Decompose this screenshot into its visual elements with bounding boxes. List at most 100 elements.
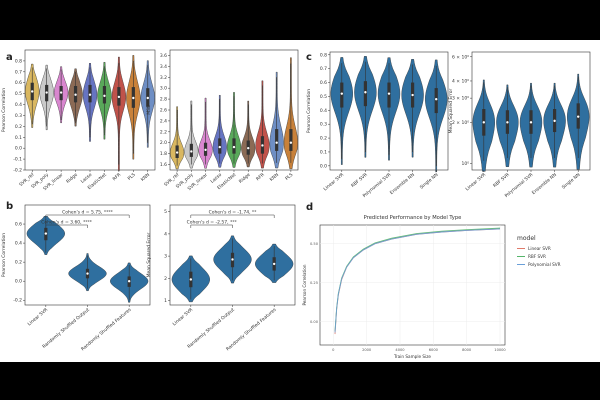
y-axis-label-d: Pearson Correlation <box>302 264 307 305</box>
violin-box-a_right-8 <box>289 129 293 151</box>
violin-median-b_left-2 <box>127 279 131 283</box>
violin-median-a_left-2 <box>59 91 63 94</box>
significance-bracket-outer-b_left <box>45 214 130 218</box>
y-tick-label-b_left: 0.2 <box>15 260 22 266</box>
violin-median-c_left-1 <box>364 91 367 94</box>
x-tick-label-d: 2000 <box>362 348 372 352</box>
legend-label-2: Polynomial SVR <box>528 262 561 267</box>
x-tick-label-a_right-6: RFR <box>255 172 266 182</box>
significance-bracket-inner-b_left <box>45 224 88 228</box>
y-axis-label-a_left: Pearson Correlation <box>1 88 7 132</box>
violin-median-a_right-2 <box>204 148 207 152</box>
panel-label-d: d <box>306 202 313 213</box>
y-tick-label-c_right: 2 × 10⁰ <box>452 120 469 126</box>
y-axis-label-a_right: MSE <box>146 105 152 115</box>
axes-c_left: 0.0 0.1 0.2 0.3 0.4 0.5 0.6 0.7 0.8 Pearson Corre… <box>306 51 449 199</box>
violin-median-a_right-6 <box>261 144 264 147</box>
y-tick-label-a_left: 0.1 <box>15 135 22 141</box>
y-tick-label-a_left: 0.4 <box>15 102 22 108</box>
chart-title-d: Predicted Performance by Model Type <box>364 215 462 221</box>
y-tick-label-b_right: 3 <box>164 254 167 260</box>
violin-median-a_left-8 <box>146 96 149 100</box>
y-tick-label-c_right: 4 × 10⁰ <box>452 78 469 84</box>
violin-median-a_left-5 <box>103 94 106 98</box>
y-tick-label-a_right: 2.0 <box>160 140 167 146</box>
legend-title-d: model <box>517 235 536 242</box>
y-tick-label-a_right: 2.4 <box>160 118 167 124</box>
x-tick-label-d: 6000 <box>429 348 439 352</box>
y-tick-label-a_left: 0.3 <box>15 113 22 119</box>
y-tick-label-c_right: 3 × 10⁰ <box>452 96 469 102</box>
y-tick-label-a_right: 2.8 <box>160 97 167 103</box>
y-tick-label-c_left: 0.0 <box>320 163 327 169</box>
y-tick-label-d: 0.50 <box>310 242 319 246</box>
violin-median-c_left-2 <box>387 92 391 95</box>
violin-median-c_left-0 <box>340 92 343 95</box>
violin-median-c_right-1 <box>506 121 509 124</box>
y-tick-label-c_left: 0.8 <box>320 52 327 58</box>
y-tick-label-a_right: 3.0 <box>160 86 167 92</box>
y-tick-label-b_left: 0.6 <box>15 222 22 228</box>
y-tick-label-a_right: 3.6 <box>160 53 167 59</box>
y-tick-label-b_right: 2 <box>164 276 167 282</box>
axes-a_left: -0.2 -0.1 0.0 0.1 0.2 0.3 0.4 0.5 0.6 0.7 0.8 Pears… <box>1 49 156 192</box>
y-tick-label-c_left: 0.2 <box>320 136 327 142</box>
violin-median-a_left-3 <box>74 93 77 96</box>
violin-median-a_right-8 <box>289 141 293 144</box>
significance-label-outer-b_right: Cohen's d = -1.74, ** <box>209 210 258 216</box>
legend-label-0: Linear SVR <box>528 246 551 251</box>
y-tick-label-a_right: 1.6 <box>160 162 167 168</box>
violin-median-a_right-1 <box>190 150 193 153</box>
y-axis-label-b_left: Pearson Correlation <box>1 233 7 277</box>
y-tick-label-a_right: 3.4 <box>160 64 167 70</box>
panel-label-b: b <box>6 201 13 212</box>
violin-median-c_left-3 <box>411 93 414 97</box>
y-tick-label-a_left: 0.5 <box>15 91 22 97</box>
x-tick-label-d: 8000 <box>462 348 472 352</box>
significance-label-inner-b_left: Cohen's d = 3.60, **** <box>41 220 92 226</box>
violin-median-b_left-0 <box>44 232 48 235</box>
violin-median-a_left-0 <box>31 90 34 93</box>
violin-median-a_left-6 <box>117 95 121 99</box>
y-tick-label-c_right: 10⁰ <box>461 161 469 167</box>
violin-median-c_right-4 <box>577 115 580 118</box>
axes-d: 0 2000 4000 6000 8000 10000 0.00 0.25 0.50 Predic… <box>302 215 561 359</box>
violin-median-a_right-5 <box>247 146 250 150</box>
y-tick-label-b_left: -0.2 <box>13 298 22 304</box>
x-axis-label-d: Train Sample Size <box>393 354 431 359</box>
y-tick-label-b_left: 0.4 <box>15 241 22 247</box>
violin-median-a_left-7 <box>132 96 135 100</box>
y-tick-label-c_left: 0.7 <box>320 66 327 72</box>
violin-median-a_right-3 <box>218 145 221 149</box>
y-tick-label-a_left: 0.8 <box>15 58 22 64</box>
violin-box-c_left-2 <box>387 82 391 108</box>
y-tick-label-c_left: 0.6 <box>320 80 327 86</box>
violin-median-b_left-1 <box>86 272 89 275</box>
y-tick-label-c_left: 0.4 <box>320 108 327 114</box>
legend-label-1: RBF SVR <box>528 254 546 259</box>
violin-median-c_left-4 <box>435 98 438 101</box>
violin-box-a_right-7 <box>275 129 279 151</box>
y-tick-label-c_right: 6 × 10⁰ <box>452 54 469 60</box>
y-tick-label-b_right: 1 <box>164 298 167 304</box>
violin-median-b_right-2 <box>272 262 276 266</box>
violin-median-a_right-0 <box>175 151 179 154</box>
y-tick-label-a_right: 1.8 <box>160 151 167 157</box>
x-tick-label-a_left-7: PLS <box>127 172 137 182</box>
x-tick-label-a_left-6: RFR <box>112 172 123 182</box>
violin-box-c_left-1 <box>363 81 367 107</box>
x-tick-label-a_left-8: KNN <box>140 172 151 183</box>
panel-label-a: a <box>6 52 13 63</box>
y-tick-label-b_right: 5 <box>164 209 167 215</box>
plot-frame-d <box>319 224 506 346</box>
axes-c_right: 10⁰ 2 × 10⁰ 3 × 10⁰ 4 × 10⁰ 6 × 10⁰ Mean Squa… <box>448 51 591 199</box>
y-tick-label-c_left: 0.3 <box>320 122 327 128</box>
series-line-2 <box>334 228 501 333</box>
y-tick-label-a_right: 2.2 <box>160 129 167 135</box>
x-tick-label-d: 10000 <box>494 348 506 352</box>
y-tick-label-c_left: 0.1 <box>320 149 327 155</box>
x-tick-label-a_right-7: KNN <box>269 172 280 183</box>
violin-median-b_right-0 <box>189 278 193 281</box>
